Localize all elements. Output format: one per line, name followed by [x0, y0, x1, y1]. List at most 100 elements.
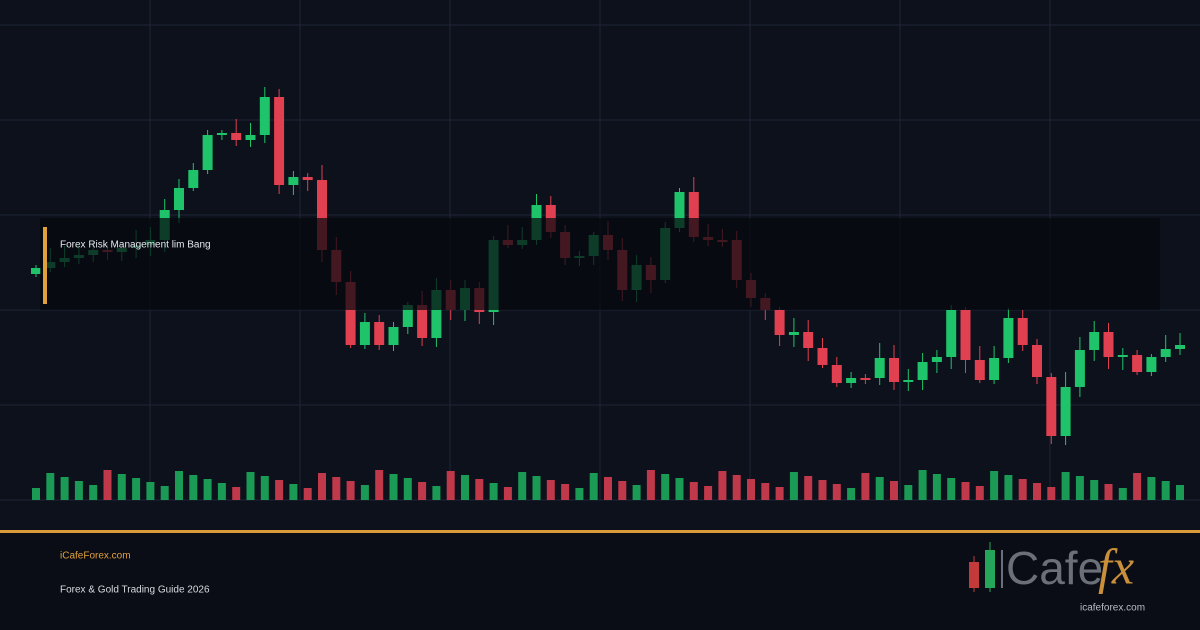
candle-body [1046, 377, 1057, 436]
volume-bar [1090, 480, 1099, 500]
candle-body [788, 332, 799, 335]
volume-bar [818, 480, 827, 500]
volume-bar [632, 485, 641, 500]
candle-body [245, 135, 256, 140]
candle-body [417, 305, 428, 338]
volume-bar [947, 478, 956, 500]
candle-body [803, 332, 814, 348]
volume-bar [389, 474, 398, 500]
candle-body [1103, 332, 1114, 357]
candle-body [274, 97, 285, 185]
volume-bar [232, 487, 241, 500]
volume-bar [704, 486, 713, 500]
candle-body [202, 135, 213, 170]
volume-bar [1118, 488, 1127, 500]
candle-body [960, 310, 971, 360]
candle-body [1175, 345, 1185, 349]
volume-bar [1133, 473, 1142, 500]
volume-bar [732, 475, 741, 500]
volume-bar [289, 484, 298, 500]
candle-body [1089, 332, 1100, 350]
volume-bar [518, 472, 527, 500]
volume-bar [403, 478, 412, 500]
volume-bar [975, 486, 984, 500]
candle-body [1146, 357, 1157, 372]
footer [0, 532, 1200, 630]
volume-bar [561, 484, 570, 500]
volume-bar [117, 474, 126, 500]
volume-bar [332, 477, 341, 500]
volume-bar [103, 470, 112, 500]
volume-bar [189, 475, 198, 500]
volume-bar [1161, 481, 1170, 500]
volume-bar [503, 487, 512, 500]
candle-body [388, 327, 399, 345]
volume-bar [275, 480, 284, 500]
candle-body [931, 357, 942, 362]
volume-bar [1061, 472, 1070, 500]
volume-bar [1075, 476, 1084, 500]
volume-bar [890, 481, 898, 500]
volume-bar [646, 470, 655, 500]
accent-bar [43, 227, 47, 304]
candle-body [1003, 318, 1014, 358]
candle-body [174, 188, 184, 210]
candle-body [831, 365, 842, 383]
candle-body [216, 133, 227, 135]
volume-bar [1033, 483, 1041, 500]
volume-bar [60, 477, 69, 500]
candle-body [974, 360, 985, 380]
candle-body [903, 380, 914, 382]
volume-bar [217, 483, 226, 500]
logo: Cafe fx icafeforex.com [969, 538, 1145, 614]
volume-bar [961, 482, 970, 500]
volume-bar [132, 478, 141, 500]
volume-bar [718, 471, 727, 500]
candle-body [1017, 318, 1028, 345]
volume-bar [618, 481, 627, 500]
volume-bar [89, 485, 98, 500]
volume-bar [32, 488, 40, 500]
volume-bar [789, 472, 798, 500]
logo-url: icafeforex.com [1080, 603, 1145, 614]
volume-bar [804, 476, 813, 500]
candle-body [889, 358, 899, 382]
overlay-title: Forex Risk Management lim Bang [60, 240, 211, 251]
candle-body [402, 305, 413, 327]
volume-bar [775, 487, 784, 500]
volume-bar [146, 482, 155, 500]
logo-word: Cafe [1006, 542, 1103, 594]
candle-body [1117, 355, 1128, 357]
volume-bar [875, 477, 884, 500]
volume-bar [246, 472, 255, 500]
logo-icon [969, 562, 979, 588]
footer-site: iCafeForex.com [60, 551, 131, 562]
volume-bar [418, 482, 427, 500]
volume-bar [832, 484, 841, 500]
volume-bar [1018, 479, 1027, 500]
volume-bar [160, 486, 169, 500]
logo-icon [985, 550, 995, 588]
candle-body [1160, 349, 1171, 357]
candle-body [345, 282, 356, 345]
volume-bar [904, 485, 913, 500]
candle-body [688, 192, 699, 237]
candle-body [860, 378, 871, 380]
volume-bar [260, 476, 269, 500]
candle-body [288, 177, 299, 185]
candle-body [231, 133, 242, 140]
volume-bar [918, 470, 927, 500]
volume-bar [604, 477, 612, 500]
volume-bar [446, 471, 455, 500]
volume-bar [932, 474, 941, 500]
volume-bar [46, 473, 55, 500]
candle-body [188, 170, 199, 188]
candle-body [874, 358, 885, 378]
volume-bar [74, 481, 83, 500]
candle-body [1074, 350, 1085, 387]
volume-bar [861, 473, 870, 500]
volume-bar [1176, 485, 1184, 500]
candle-body [31, 268, 41, 274]
volume-bar [175, 471, 183, 500]
